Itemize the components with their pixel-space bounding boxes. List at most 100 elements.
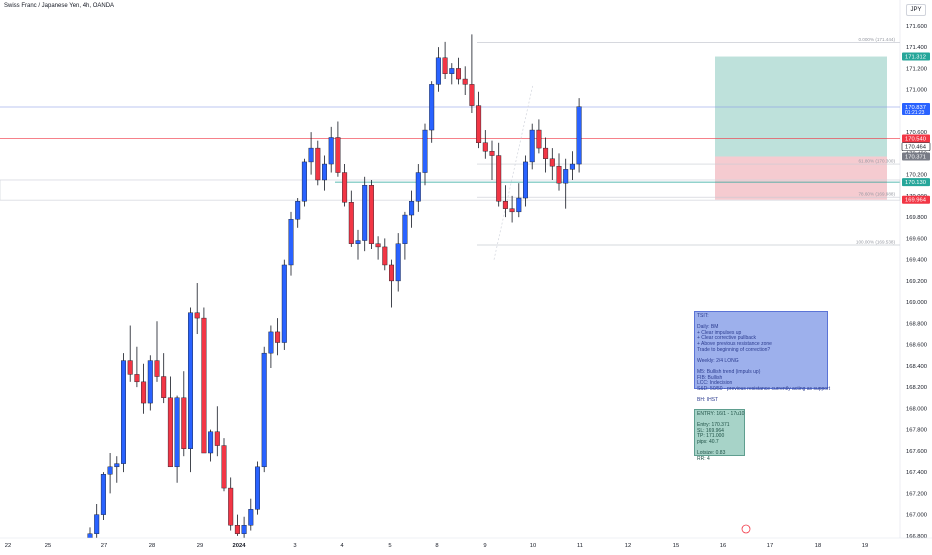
trend-line[interactable] [493,84,534,260]
candle-body[interactable] [409,201,415,216]
candle-body[interactable] [549,158,555,167]
support-zone[interactable] [0,179,901,201]
candle-body[interactable] [214,431,220,446]
candle-body[interactable] [563,169,569,184]
candle-body[interactable] [402,214,408,244]
candle-body[interactable] [576,106,582,165]
candle-body[interactable] [187,312,193,449]
candle-body[interactable] [254,466,260,510]
candle-body[interactable] [382,246,388,266]
candle-body[interactable] [120,360,126,464]
candle-body[interactable] [301,161,307,202]
candle-body[interactable] [100,474,106,515]
candle-body[interactable] [234,525,240,534]
candle-body[interactable] [335,137,341,173]
candle-body[interactable] [322,163,328,181]
price-label[interactable] [901,142,931,151]
candle-body[interactable] [134,374,140,383]
candle-body[interactable] [107,466,113,475]
candle-body[interactable] [469,84,475,106]
candle-body[interactable] [208,431,214,454]
price-axis[interactable] [900,0,932,550]
price-label[interactable] [902,152,930,161]
time-tick-label: 4 [340,543,344,549]
price-label[interactable] [902,178,930,187]
candle-body[interactable] [496,155,502,202]
candle-body[interactable] [161,376,167,398]
candle-body[interactable] [482,142,488,152]
candle-body[interactable] [442,57,448,74]
price-label-text: 170.837 [905,105,926,111]
candle-body[interactable] [536,129,542,149]
candle-body[interactable] [502,201,508,209]
candle-body[interactable] [174,397,180,468]
candle-body[interactable] [114,463,120,468]
candle-body[interactable] [141,381,147,404]
candle-body[interactable] [181,397,187,449]
candle-body[interactable] [355,240,361,244]
price-tick-label: 169.200 [906,279,927,285]
candle-body[interactable] [315,147,321,181]
candle-body[interactable] [429,84,435,131]
candle-body[interactable] [154,360,160,377]
price-tick-label: 168.800 [906,321,927,327]
replay-icon[interactable] [741,524,751,534]
candle-body[interactable] [308,147,314,163]
candle-body[interactable] [281,264,287,343]
candle-body[interactable] [268,331,274,354]
candle-body[interactable] [147,360,153,404]
candle-body[interactable] [489,151,495,156]
take-profit-zone[interactable] [715,56,887,157]
candle-body[interactable] [362,185,368,241]
candle-body[interactable] [248,509,254,526]
time-tick-label: 18 [815,543,821,549]
currency-button[interactable]: JPY [906,4,926,16]
candle-body[interactable] [462,78,468,85]
candle-body[interactable] [368,185,374,244]
candle-body[interactable] [449,68,455,74]
candle-body[interactable] [228,487,234,526]
candle-body[interactable] [295,201,301,220]
candle-body[interactable] [529,129,535,163]
candle-body[interactable] [569,163,575,170]
candle-body[interactable] [221,445,227,489]
candle-body[interactable] [328,137,334,165]
candle-body[interactable] [395,243,401,282]
candle-body[interactable] [94,514,100,534]
price-label[interactable] [902,52,930,61]
candle-body[interactable] [342,172,348,203]
fib-level-label: 100.00% (169.538) [856,239,896,244]
price-tick-label: 167.000 [906,513,927,519]
candle-body[interactable] [261,352,267,468]
candle-body[interactable] [516,197,522,213]
candle-body[interactable] [194,312,200,319]
candle-body[interactable] [389,264,395,282]
candle-body[interactable] [375,243,381,248]
price-label[interactable] [902,134,930,143]
candle-body[interactable] [543,147,549,159]
price-tick-label: 171.000 [906,88,927,94]
entry-note[interactable]: ENTRY: 16/1 - 17u10 Entry: 170.371 SL: 1… [694,409,745,462]
time-axis[interactable] [0,538,932,550]
price-label[interactable] [902,102,930,115]
candle-body[interactable] [348,202,354,244]
candle-body[interactable] [556,165,562,184]
candle-body[interactable] [241,525,247,534]
candle-body[interactable] [288,219,294,266]
candle-body[interactable] [523,161,529,199]
candle-body[interactable] [415,172,421,202]
candle-body[interactable] [167,397,173,468]
price-label-text: 170.371 [905,155,926,161]
tsit-note[interactable]: TSIT: Daily: BM + Clear impulses up + Cl… [694,311,830,403]
candle-body[interactable] [476,105,482,143]
candle-body[interactable] [422,129,428,173]
candle-body[interactable] [509,208,515,213]
candle-body[interactable] [435,57,441,85]
candle-body[interactable] [456,68,462,80]
candle-body[interactable] [127,360,133,375]
candle-body[interactable] [275,331,281,343]
candle-body[interactable] [201,317,207,454]
price-label[interactable] [902,195,930,204]
